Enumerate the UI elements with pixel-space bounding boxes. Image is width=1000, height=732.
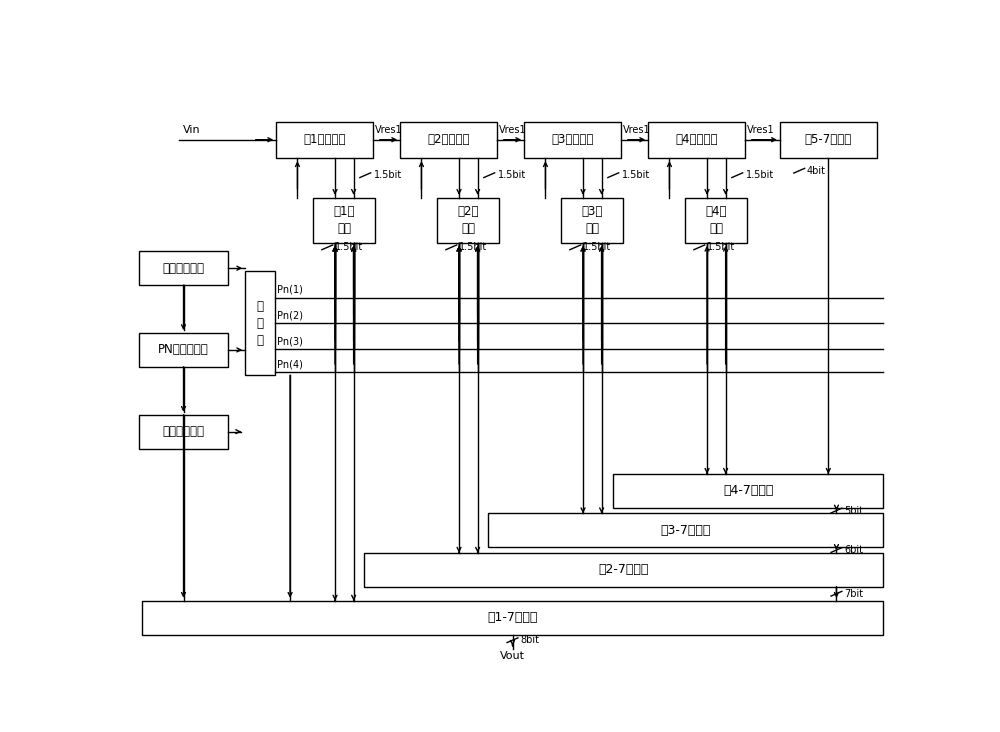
Text: 第1级流水线: 第1级流水线 <box>303 133 346 146</box>
Text: 第1-7级数据: 第1-7级数据 <box>487 611 538 624</box>
Text: 5bit: 5bit <box>844 506 863 515</box>
Text: 1.5bit: 1.5bit <box>622 171 650 180</box>
Text: Vres1: Vres1 <box>747 125 775 135</box>
Text: Pn(2): Pn(2) <box>277 310 303 321</box>
Text: 4bit: 4bit <box>807 165 826 176</box>
Bar <box>561 198 623 243</box>
Text: 1.5bit: 1.5bit <box>459 242 487 253</box>
Text: 1.5bit: 1.5bit <box>498 171 526 180</box>
Text: PN序列发生器: PN序列发生器 <box>158 343 209 356</box>
Text: Vres1: Vres1 <box>375 125 403 135</box>
Text: Pn(3): Pn(3) <box>277 336 303 346</box>
Text: Vres1: Vres1 <box>623 125 651 135</box>
Text: 第4-7级数据: 第4-7级数据 <box>723 485 773 497</box>
Bar <box>437 198 499 243</box>
Text: 误差补偿模块: 误差补偿模块 <box>163 425 205 438</box>
Text: 6bit: 6bit <box>844 545 863 555</box>
Text: 第2级流水线: 第2级流水线 <box>427 133 470 146</box>
Text: 第4级
校正: 第4级 校正 <box>706 205 727 235</box>
Bar <box>648 122 745 158</box>
Bar <box>400 122 497 158</box>
Text: Pn(1): Pn(1) <box>277 285 303 294</box>
Text: 第2-7级数据: 第2-7级数据 <box>598 563 649 576</box>
Text: 7bit: 7bit <box>844 589 863 599</box>
Bar <box>139 251 228 285</box>
Bar <box>142 601 883 635</box>
Text: 1.5bit: 1.5bit <box>707 242 735 253</box>
Bar <box>364 553 883 586</box>
Text: 第1级
校正: 第1级 校正 <box>334 205 355 235</box>
Bar <box>139 333 228 367</box>
Text: 第5-7流水线: 第5-7流水线 <box>805 133 852 146</box>
Text: 第4级流水线: 第4级流水线 <box>675 133 718 146</box>
Text: 1.5bit: 1.5bit <box>583 242 611 253</box>
Bar <box>685 198 747 243</box>
Text: 第2级
校正: 第2级 校正 <box>458 205 479 235</box>
Text: 选
择
器: 选 择 器 <box>256 299 263 347</box>
Bar <box>780 122 877 158</box>
Text: 1.5bit: 1.5bit <box>374 171 402 180</box>
Text: Vout: Vout <box>500 651 525 662</box>
Text: Pn(4): Pn(4) <box>277 359 303 370</box>
Bar <box>139 415 228 449</box>
Bar <box>613 474 883 508</box>
Text: Vin: Vin <box>183 125 201 135</box>
Bar <box>524 122 621 158</box>
Text: 1.5bit: 1.5bit <box>746 171 774 180</box>
Bar <box>276 122 373 158</box>
Bar <box>488 513 883 548</box>
Bar <box>245 271 275 376</box>
Text: 1.5bit: 1.5bit <box>335 242 363 253</box>
Text: 8bit: 8bit <box>520 635 539 645</box>
Bar <box>313 198 375 243</box>
Text: 控制信号模块: 控制信号模块 <box>163 262 205 274</box>
Text: 第3-7级数据: 第3-7级数据 <box>660 524 711 537</box>
Text: 第3级流水线: 第3级流水线 <box>551 133 594 146</box>
Text: 第3级
校正: 第3级 校正 <box>582 205 603 235</box>
Text: Vres1: Vres1 <box>499 125 527 135</box>
